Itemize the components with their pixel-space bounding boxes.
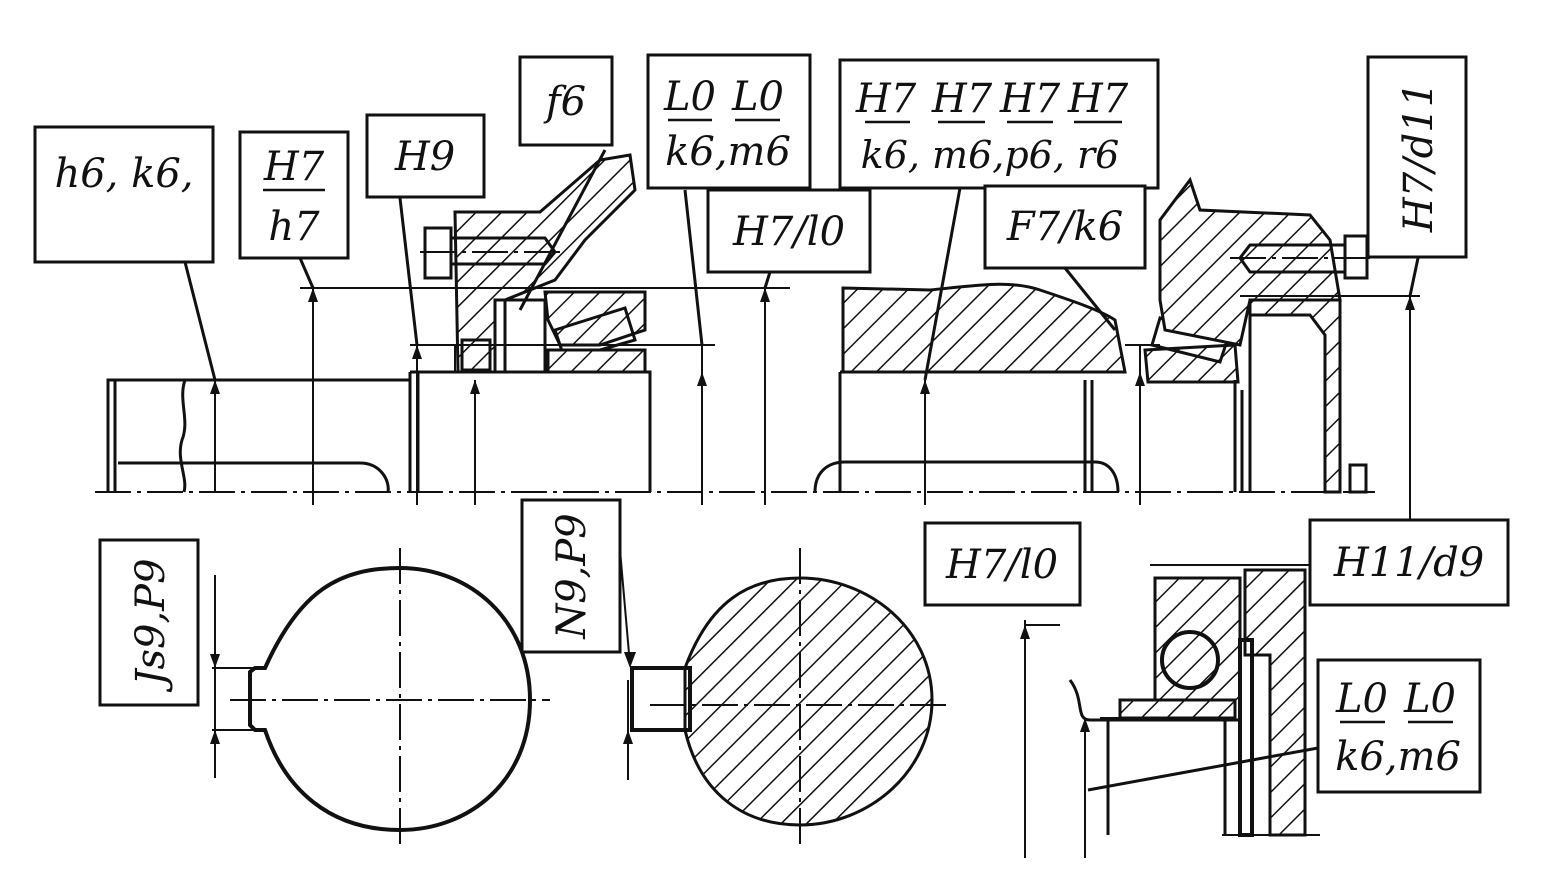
label-hub-num-2: H7: [931, 76, 993, 122]
label-hub-num-3: H7: [999, 76, 1061, 122]
label-bir-den: k6,m6: [1335, 734, 1461, 780]
label-hub-num-4: H7: [1067, 76, 1129, 122]
label-seal-shaft: f6: [518, 55, 614, 147]
label-hub-num-1: H7: [855, 76, 917, 122]
label-hub-den: k6, m6,p6, r6: [861, 133, 1120, 177]
leader-lines: [183, 149, 1420, 381]
label-bir-num-1: L0: [1335, 676, 1388, 722]
label-sleeve-num: H7: [263, 144, 325, 190]
label-sleeve-den: h7: [268, 204, 320, 250]
label-key-shaft-text: N9,P9: [549, 513, 595, 640]
label-sleeve-fit: H7 h7: [238, 130, 350, 260]
label-spacer-fit: F7/k6: [983, 184, 1147, 270]
label-bol-text: H7/l0: [732, 209, 845, 255]
leader-bearing-inner: [1087, 746, 1319, 792]
label-bor-text: H7/l0: [945, 542, 1058, 588]
label-cup-fit: H7/d11: [1366, 55, 1468, 259]
bearing-inner-ring: [1118, 698, 1237, 720]
hub-groove: [813, 460, 1120, 493]
shaft-section: [683, 576, 934, 827]
right-bearing-inner: [1143, 343, 1240, 384]
bearing-detail: [1020, 564, 1320, 858]
label-bil-den: k6,m6: [665, 129, 791, 175]
label-bearing-outer-right: H7/l0: [923, 521, 1082, 607]
spacer-left: [503, 298, 547, 372]
label-bearing-outer-left: H7/l0: [706, 188, 872, 274]
label-bearing-inner-left: L0 L0 k6,m6: [646, 53, 812, 190]
label-key-hub: Js9,P9: [98, 538, 200, 707]
label-spacer-fit-text: F7/k6: [1006, 204, 1123, 250]
dimension-lines-top: [210, 287, 1420, 520]
label-key-hub-text: Js9,P9: [128, 558, 174, 692]
label-bir-num-2: L0: [1403, 676, 1456, 722]
keyway-arrow: [619, 549, 631, 666]
label-cover-bore: H9: [365, 113, 486, 199]
right-cup: [1248, 298, 1342, 494]
bearing-ball: [1160, 630, 1220, 690]
label-cover-right: H11/d9: [1308, 518, 1510, 607]
shaft-assembly: [95, 153, 1420, 520]
label-shaft-end-text: h6, k6,: [54, 151, 193, 197]
label-shaft-end: h6, k6,: [33, 125, 215, 264]
shaft-cross-section: [619, 548, 950, 848]
hub-cross-section: [210, 548, 550, 848]
label-cover-right-text: H11/d9: [1333, 540, 1484, 586]
seal-ring: [460, 338, 492, 372]
shaft-detail: [1068, 679, 1227, 835]
shaft-body: [408, 370, 1125, 492]
right-housing: [1158, 176, 1342, 347]
shaft-end: [106, 378, 410, 493]
right-shaft-end: [1233, 315, 1252, 492]
label-bil-num-2: L0: [731, 74, 784, 120]
label-bil-num-1: L0: [663, 74, 716, 120]
label-hub-fits: H7 H7 H7 H7 k6, m6,p6, r6: [838, 58, 1160, 190]
left-bearing-inner: [546, 348, 647, 374]
label-bearing-inner-right: L0 L0 k6,m6: [1316, 658, 1482, 794]
label-key-shaft: N9,P9: [520, 498, 622, 654]
label-seal-shaft-text: f6: [543, 79, 586, 125]
gear-hub: [841, 282, 1127, 374]
label-cup-fit-text: H7/d11: [1396, 82, 1442, 233]
right-plug: [1348, 463, 1368, 494]
label-cover-bore-text: H9: [394, 134, 455, 180]
hub-bore: [248, 565, 533, 833]
cover-gap: [1238, 638, 1254, 837]
shaft-keyway: [630, 666, 692, 732]
